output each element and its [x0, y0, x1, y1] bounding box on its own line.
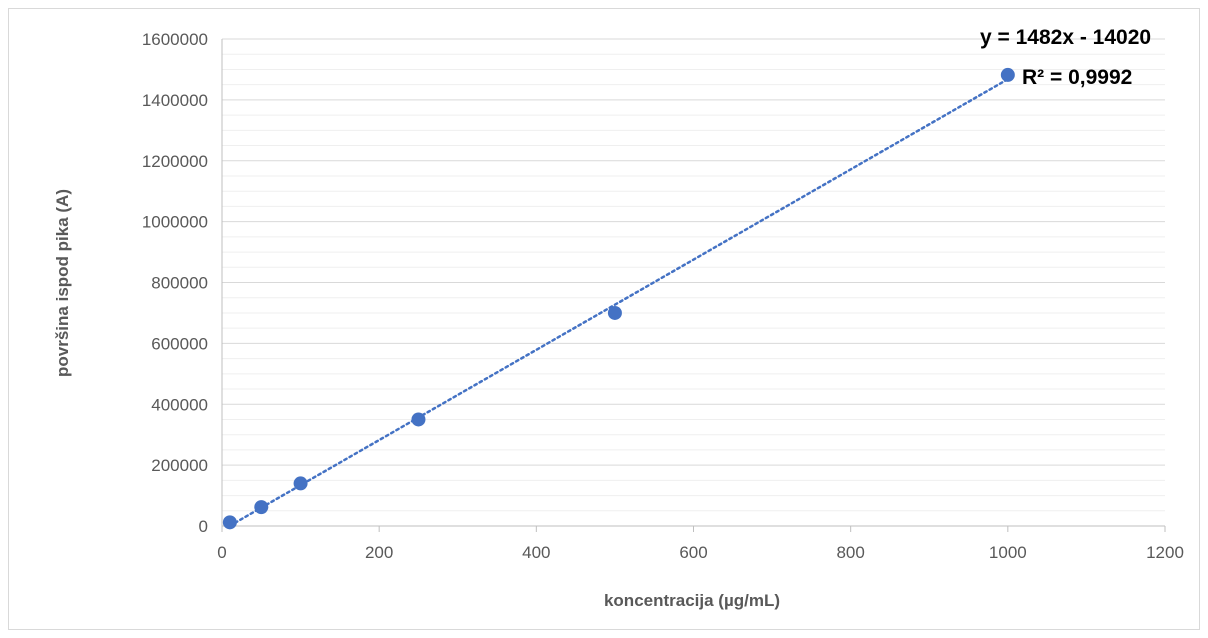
data-point: [254, 500, 269, 515]
minor-gridlines: [222, 53, 1165, 512]
x-tick-label: 600: [679, 543, 707, 562]
trendline-equation: y = 1482x - 14020: [980, 26, 1151, 49]
x-tick-label: 0: [217, 543, 226, 562]
data-point: [1000, 67, 1015, 82]
y-tick-label: 1600000: [142, 30, 208, 49]
x-tick-labels: 0 200 400 600 800 1000 1200: [217, 543, 1184, 562]
data-point: [293, 476, 308, 491]
y-tick-label: 800000: [151, 274, 208, 293]
x-tick-label: 200: [365, 543, 393, 562]
data-point: [411, 412, 426, 427]
y-tick-label: 600000: [151, 334, 208, 353]
x-axis-title: koncentracija (µg/mL): [604, 591, 780, 610]
y-axis-title: površina ispod pika (A): [53, 189, 72, 377]
data-point: [607, 305, 622, 320]
y-tick-labels: 0 200000 400000 600000 800000 1000000 1200000 1…: [142, 30, 208, 536]
y-tick-label: 1400000: [142, 91, 208, 110]
x-tick-label: 1200: [1146, 543, 1184, 562]
y-tick-label: 1000000: [142, 213, 208, 232]
trendline: [228, 77, 1010, 528]
axes: [221, 39, 1166, 532]
major-gridlines: [222, 38, 1165, 466]
x-tick-label: 1000: [989, 543, 1027, 562]
y-tick-label: 1200000: [142, 152, 208, 171]
y-tick-label: 200000: [151, 456, 208, 475]
x-tick-label: 800: [836, 543, 864, 562]
y-tick-label: 0: [199, 517, 208, 536]
y-tick-label: 400000: [151, 395, 208, 414]
trendline-line: [228, 77, 1010, 528]
trendline-r-squared: R² = 0,9992: [1022, 66, 1132, 89]
data-point: [222, 515, 237, 530]
data-points: [222, 67, 1015, 530]
x-tick-label: 400: [522, 543, 550, 562]
